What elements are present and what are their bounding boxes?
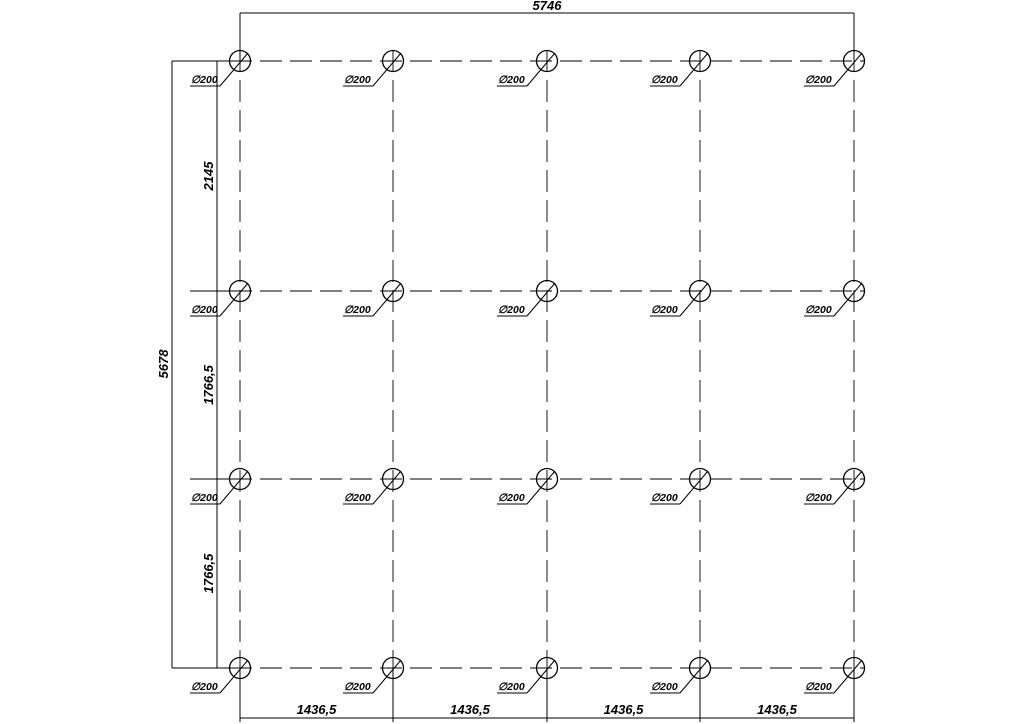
pile-circle-icon <box>228 656 252 680</box>
pile-circle-icon <box>535 49 559 73</box>
pile-diameter-label: ∅200 <box>498 304 525 316</box>
pile-circle-icon <box>535 656 559 680</box>
dimension-lines <box>171 12 855 722</box>
overall-width-label: 5746 <box>533 0 563 13</box>
pile-circle-icon <box>842 467 866 491</box>
column-spacing-label: 1436,5 <box>297 702 338 717</box>
grid-axes <box>230 50 864 680</box>
column-spacing-label: 1436,5 <box>757 702 798 717</box>
pile-diameter-label: ∅200 <box>191 74 218 86</box>
pile-leader-line <box>833 52 863 87</box>
pile-diameter-label: ∅200 <box>805 74 832 86</box>
pile-circle-icon <box>842 49 866 73</box>
pile-circle-icon <box>228 49 252 73</box>
pile-circle-icon <box>381 279 405 303</box>
pile-circle-icon <box>381 656 405 680</box>
pile-diameter-label: ∅200 <box>498 681 525 693</box>
pile-circle-icon <box>228 279 252 303</box>
pile-diameter-label: ∅200 <box>191 681 218 693</box>
pile-diameter-label: ∅200 <box>805 304 832 316</box>
pile-leader-line <box>372 470 402 505</box>
pile-leader-line <box>219 52 249 87</box>
pile-diameter-label: ∅200 <box>344 74 371 86</box>
pile-circle-icon <box>688 49 712 73</box>
pile-diameter-label: ∅200 <box>805 681 832 693</box>
pile-diameter-label: ∅200 <box>805 492 832 504</box>
pile-circle-icon <box>228 467 252 491</box>
pile-leader-line <box>833 659 863 694</box>
pile-leader-line <box>679 52 709 87</box>
pile-diameter-label: ∅200 <box>651 304 678 316</box>
pile-leader-line <box>833 470 863 505</box>
pile-diameter-label: ∅200 <box>498 74 525 86</box>
pile-leader-line <box>372 282 402 317</box>
pile-circle-icon <box>535 279 559 303</box>
pile-leader-line <box>526 659 556 694</box>
row-spacing-label: 2145 <box>201 161 216 192</box>
pile-diameter-label: ∅200 <box>651 74 678 86</box>
pile-circle-icon <box>688 656 712 680</box>
dimension-labels: 1436,5 1436,5 1436,5 1436,5 2145 1766,5 1766,5 <box>201 161 798 717</box>
pile-diameter-label: ∅200 <box>191 492 218 504</box>
pile-circle-icon <box>842 279 866 303</box>
piles: ∅200 ∅200 ∅200 ∅200 ∅200 ∅200 ∅200 ∅200 ∅200 ∅200… <box>190 49 866 694</box>
pile-diameter-label: ∅200 <box>651 492 678 504</box>
pile-circle-icon <box>381 49 405 73</box>
pile-diameter-label: ∅200 <box>344 681 371 693</box>
pile-leader-line <box>679 282 709 317</box>
pile-circle-icon <box>381 467 405 491</box>
pile-leader-line <box>679 659 709 694</box>
pile-leader-line <box>219 470 249 505</box>
pile-leader-line <box>372 659 402 694</box>
pile-diameter-label: ∅200 <box>651 681 678 693</box>
pile-circle-icon <box>688 279 712 303</box>
pile-diameter-label: ∅200 <box>344 304 371 316</box>
pile-diameter-label: ∅200 <box>191 304 218 316</box>
column-spacing-label: 1436,5 <box>450 702 491 717</box>
pile-diameter-label: ∅200 <box>498 492 525 504</box>
row-spacing-label: 1766,5 <box>201 364 216 405</box>
pile-circle-icon <box>688 467 712 491</box>
pile-diameter-label: ∅200 <box>344 492 371 504</box>
pile-circle-icon <box>842 656 866 680</box>
pile-leader-line <box>526 282 556 317</box>
pile-circle-icon <box>535 467 559 491</box>
pile-leader-line <box>372 52 402 87</box>
row-spacing-label: 1766,5 <box>201 553 216 594</box>
column-spacing-label: 1436,5 <box>604 702 645 717</box>
overall-height-label: 5678 <box>156 349 171 379</box>
pile-leader-line <box>679 470 709 505</box>
pile-leader-line <box>526 470 556 505</box>
pile-leader-line <box>833 282 863 317</box>
pile-leader-line <box>219 282 249 317</box>
pile-leader-line <box>219 659 249 694</box>
pile-leader-line <box>526 52 556 87</box>
